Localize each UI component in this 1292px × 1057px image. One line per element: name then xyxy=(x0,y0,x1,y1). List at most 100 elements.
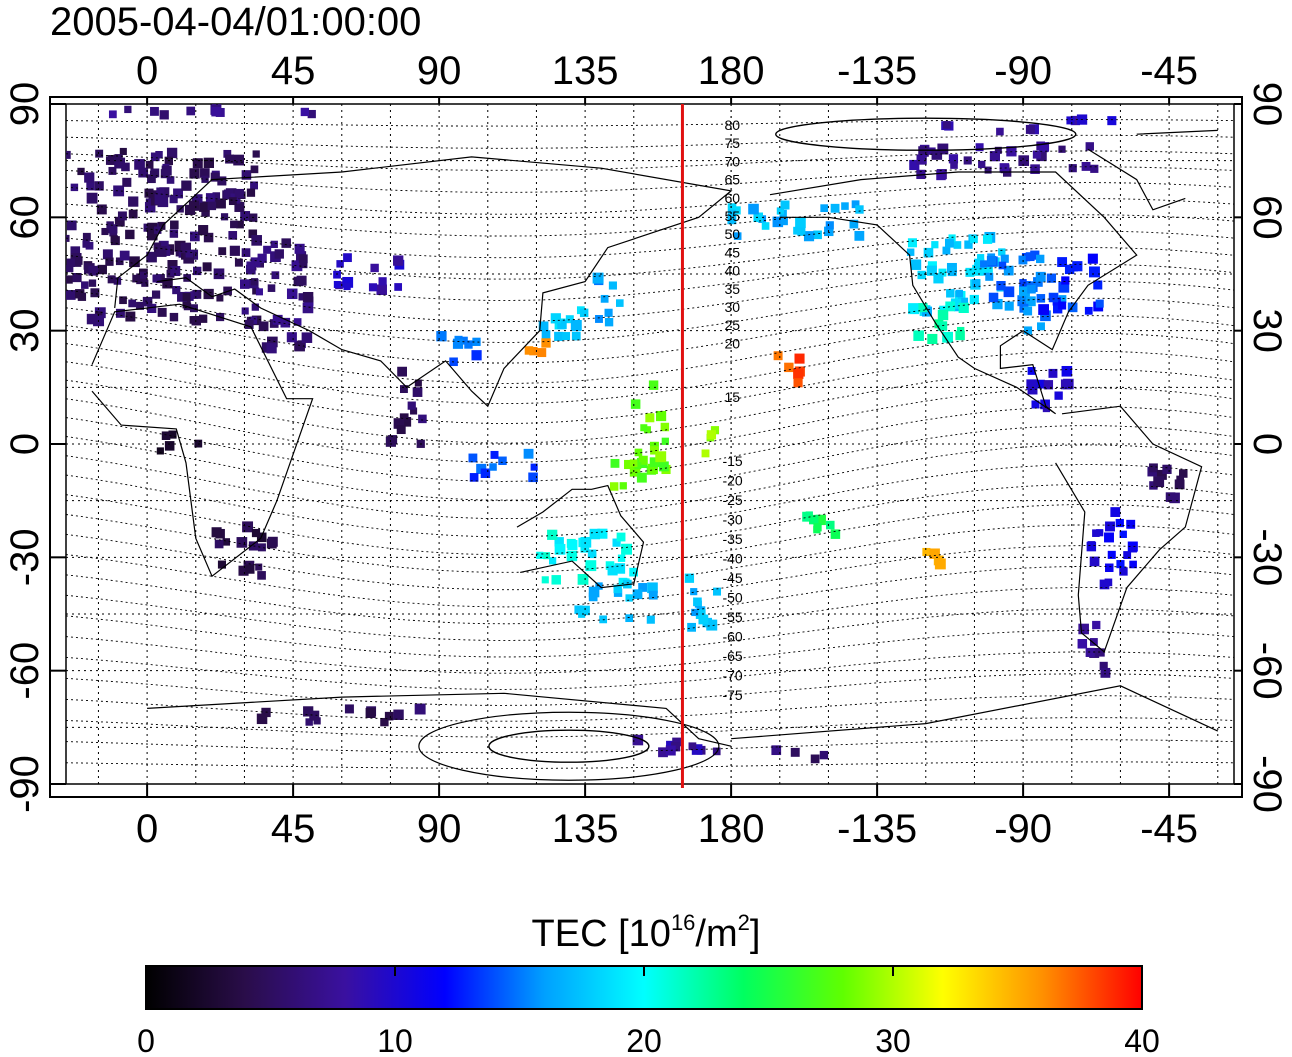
contour-label: 25 xyxy=(724,317,740,333)
right-lat-tick-label: -90 xyxy=(1245,755,1289,813)
contour-label: 60 xyxy=(724,190,740,206)
contour-label: -55 xyxy=(722,609,742,625)
bottom-lon-tick-label: -135 xyxy=(837,807,917,851)
left-lat-tick-label: -60 xyxy=(3,642,47,700)
left-lat-tick-label: 90 xyxy=(3,82,47,127)
left-lat-tick-label: -90 xyxy=(3,755,47,813)
tec-patch xyxy=(630,380,671,475)
colorbar-tick-label: 40 xyxy=(1124,1023,1160,1057)
bottom-lon-tick-label: -45 xyxy=(1140,807,1198,851)
colorbar-ticks: 0 10 20 30 40 xyxy=(137,966,1160,1057)
tec-patch xyxy=(906,231,1006,317)
contour-label: 80 xyxy=(724,117,740,133)
coastline-outline xyxy=(91,129,1219,747)
contour-label: -70 xyxy=(722,668,742,684)
top-lon-tick-label: 90 xyxy=(417,49,462,93)
tec-patch xyxy=(66,147,262,327)
top-lon-tick-label: 0 xyxy=(136,49,158,93)
top-lon-tick-label: 45 xyxy=(271,49,316,93)
tec-patch xyxy=(536,528,638,587)
right-lat-tick-label: -30 xyxy=(1245,528,1289,586)
tec-patch xyxy=(592,272,624,327)
top-lon-tick-label: 135 xyxy=(552,49,619,93)
contour-label: 40 xyxy=(724,263,740,279)
right-lat-tick-label: 0 xyxy=(1245,433,1289,455)
contour-label: 65 xyxy=(724,172,740,188)
contour-label: -30 xyxy=(722,512,742,528)
greenland-outline xyxy=(1087,129,1218,211)
colorbar: TEC [1016/m2] 0 10 20 30 40 xyxy=(137,910,1160,1057)
tec-patch xyxy=(1147,463,1188,504)
colorbar-tick-label: 0 xyxy=(137,1023,155,1057)
left-lat-tick-label: -30 xyxy=(3,528,47,586)
contour-label: 75 xyxy=(724,135,740,151)
tec-patch xyxy=(108,104,316,120)
contour-label: -40 xyxy=(722,551,742,567)
contour-label: 20 xyxy=(724,335,740,351)
north-america-outline xyxy=(769,171,1138,415)
bottom-lon-tick-label: 180 xyxy=(698,807,765,851)
contour-label: -15 xyxy=(722,453,742,469)
colorbar-tick-label: 30 xyxy=(875,1023,911,1057)
contour-label: -75 xyxy=(722,687,742,703)
bottom-lon-tick-label: 0 xyxy=(136,807,158,851)
timestamp-title: 2005-04-04/01:00:00 xyxy=(50,0,421,44)
tec-patch xyxy=(538,306,589,341)
bottom-lon-tick-label: -90 xyxy=(994,807,1052,851)
tec-patch xyxy=(524,338,551,358)
tec-patch xyxy=(941,121,1039,136)
australia-outline xyxy=(516,484,645,589)
contour-label: 70 xyxy=(724,153,740,169)
tec-patch xyxy=(802,511,841,539)
top-lon-tick-label: 180 xyxy=(698,49,765,93)
geomagnetic-contour-lines xyxy=(66,117,1234,781)
tec-patch xyxy=(333,253,405,296)
left-lat-tick-label: 0 xyxy=(3,433,47,455)
contour-label: 50 xyxy=(724,226,740,242)
tec-patch xyxy=(1086,507,1138,590)
tec-patch xyxy=(773,351,805,388)
contour-label: 15 xyxy=(724,389,740,405)
contour-label: 30 xyxy=(724,299,740,315)
contour-label: 35 xyxy=(724,281,740,297)
left-lat-tick-label: 30 xyxy=(3,308,47,353)
contour-label: -25 xyxy=(722,492,742,508)
left-latitude-axis: 90 60 30 0 -30 -60 -90 xyxy=(3,82,66,813)
bottom-lon-tick-label: 90 xyxy=(417,807,462,851)
africa-outline xyxy=(91,303,314,578)
contour-label: -20 xyxy=(722,473,742,489)
top-longitude-axis: 0 45 90 135 180 -135 -90 -45 xyxy=(136,49,1198,104)
colorbar-tick-label: 10 xyxy=(377,1023,413,1057)
bottom-lon-tick-label: 135 xyxy=(552,807,619,851)
contour-label: -60 xyxy=(722,629,742,645)
tec-patch xyxy=(144,165,246,211)
tec-patch xyxy=(684,573,722,632)
contour-label: -35 xyxy=(722,531,742,547)
tec-patch xyxy=(701,426,720,458)
tec-patch xyxy=(468,448,538,483)
bottom-lon-tick-label: 45 xyxy=(271,807,316,851)
contour-label-layer: 80 75 70 65 60 55 50 45 40 35 30 25 20 15 -15 -20 -25 -30… xyxy=(722,117,742,703)
tec-observation-layer xyxy=(66,104,1188,764)
right-latitude-axis: 90 60 30 0 -30 -60 -90 xyxy=(1234,82,1289,813)
tec-patch xyxy=(922,547,946,570)
contour-label: -45 xyxy=(722,570,742,586)
antarctica-outline xyxy=(147,685,1219,747)
tec-patch xyxy=(256,703,426,727)
right-lat-tick-label: 60 xyxy=(1245,195,1289,240)
right-lat-tick-label: 30 xyxy=(1245,308,1289,353)
contour-label: -50 xyxy=(722,590,742,606)
colorbar-tick-label: 20 xyxy=(626,1023,662,1057)
europe-asia-outline xyxy=(114,156,733,408)
tec-patch xyxy=(771,745,829,764)
tec-patch xyxy=(1077,620,1111,678)
tec-patch xyxy=(1038,253,1104,315)
top-lon-tick-label: -45 xyxy=(1140,49,1198,93)
right-lat-tick-label: 90 xyxy=(1245,82,1289,127)
bottom-longitude-axis: 0 45 90 135 180 -135 -90 -45 xyxy=(136,784,1198,851)
right-lat-tick-label: -60 xyxy=(1245,642,1289,700)
left-lat-tick-label: 60 xyxy=(3,195,47,240)
top-lon-tick-label: -90 xyxy=(994,49,1052,93)
south-america-outline xyxy=(1055,405,1203,653)
